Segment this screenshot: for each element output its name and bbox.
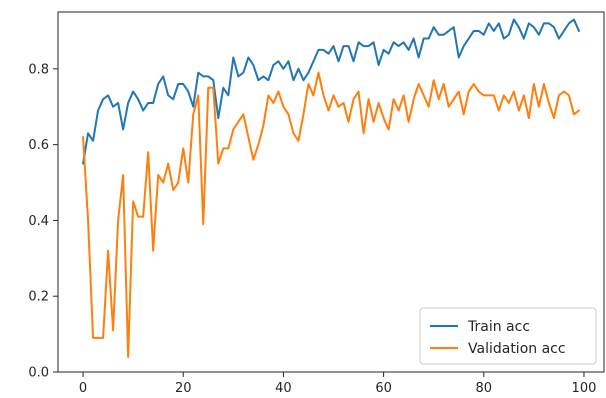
- x-tick-label: 0: [79, 381, 87, 396]
- x-tick-label: 100: [572, 381, 597, 396]
- x-tick-label: 80: [476, 381, 493, 396]
- legend: Train acc Validation acc: [419, 307, 597, 365]
- x-tick-label: 40: [275, 381, 292, 396]
- series-layer: [82, 18, 580, 358]
- legend-label: Validation acc: [468, 341, 566, 357]
- series-line-validation-acc: [82, 71, 580, 358]
- x-axis: 0 20 40 60 80 100: [79, 372, 596, 396]
- y-tick-label: 0.0: [28, 366, 49, 381]
- series-line-train-acc: [82, 18, 580, 165]
- y-tick-label: 0.8: [28, 62, 49, 77]
- y-axis: 0.0 0.2 0.4 0.6 0.8: [28, 62, 58, 381]
- x-tick-label: 20: [175, 381, 192, 396]
- y-tick-label: 0.6: [28, 138, 49, 153]
- axes-frame: [57, 11, 605, 373]
- legend-box: [419, 307, 597, 365]
- x-tick-label: 60: [375, 381, 392, 396]
- legend-label: Train acc: [467, 319, 530, 335]
- y-tick-label: 0.4: [28, 214, 49, 229]
- y-tick-label: 0.2: [28, 290, 49, 305]
